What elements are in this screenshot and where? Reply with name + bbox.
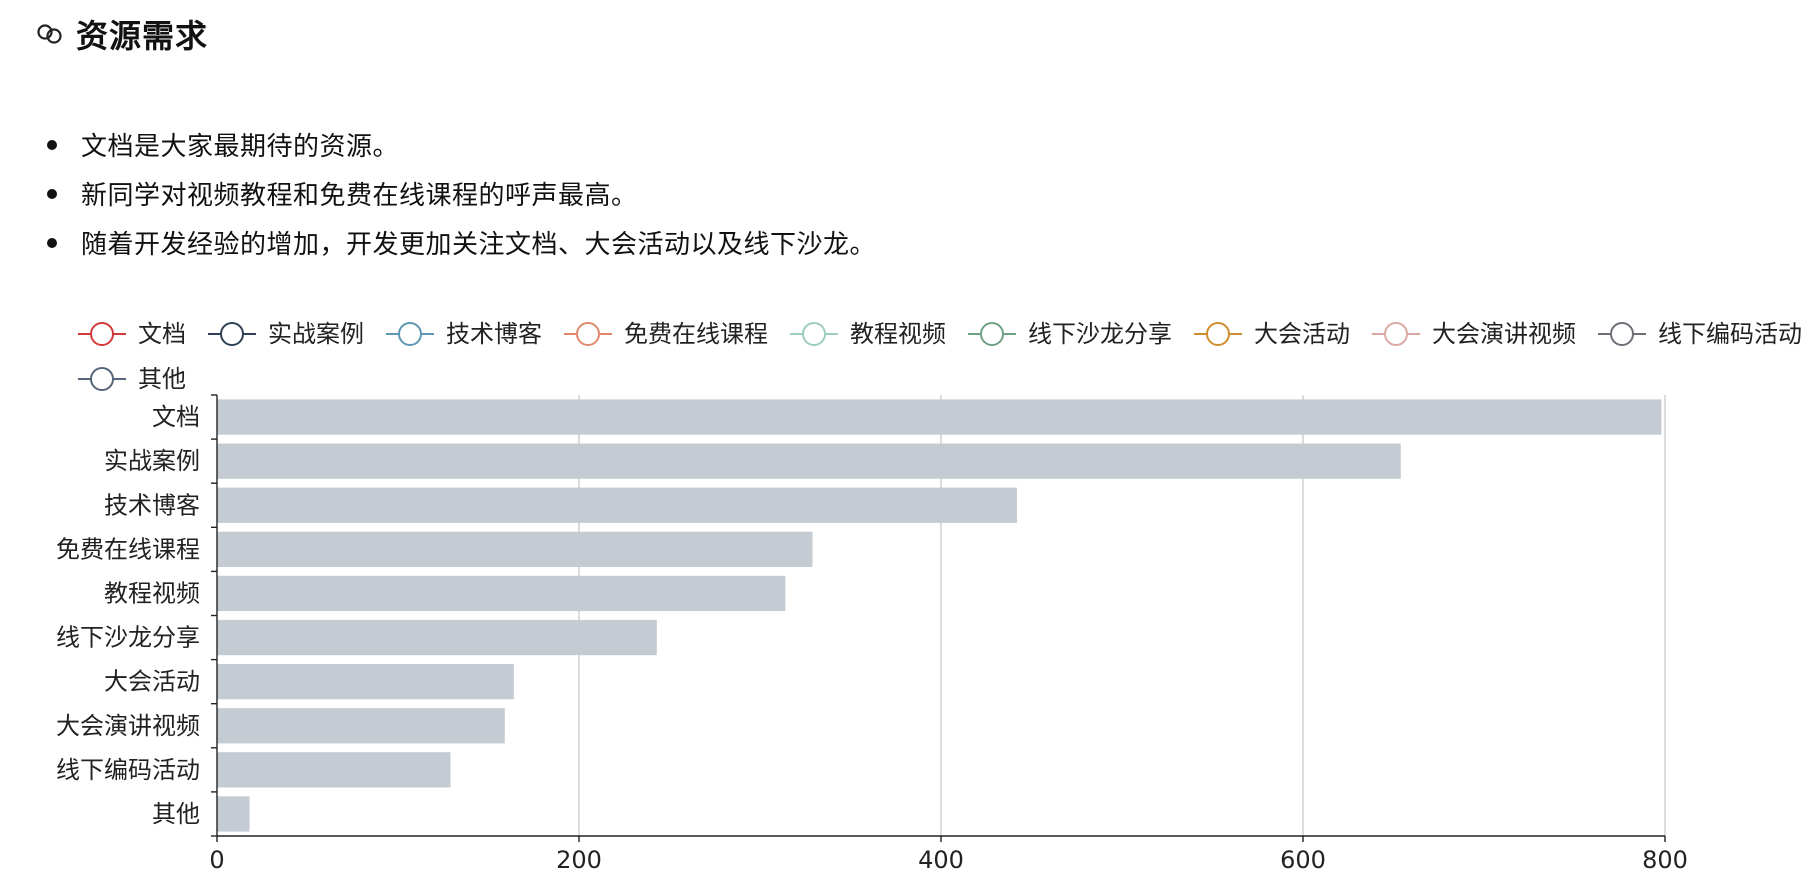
bar[interactable] [217, 619, 657, 656]
legend-marker [1384, 322, 1408, 346]
legend-label[interactable]: 大会活动 [1254, 320, 1350, 348]
y-tick-label: 免费在线课程 [56, 535, 200, 563]
legend-marker [90, 322, 114, 346]
legend-label[interactable]: 教程视频 [850, 320, 946, 348]
bullet-dot [47, 237, 57, 248]
legend-label[interactable]: 技术博客 [446, 320, 542, 348]
section-header: 资源需求 [36, 10, 208, 58]
summary-item: 文档是大家最期待的资源。 [0, 120, 876, 169]
legend-label[interactable]: 实战案例 [268, 320, 364, 348]
legend-marker [1206, 322, 1230, 346]
legend-marker [398, 322, 422, 346]
y-tick-label: 大会活动 [104, 668, 200, 696]
legend-marker [220, 322, 244, 346]
legend-marker [576, 322, 600, 346]
y-tick-label: 线下编码活动 [56, 756, 200, 784]
x-tick-label: 800 [1642, 846, 1688, 874]
summary-text: 新同学对视频教程和免费在线课程的呼声最高。 [81, 181, 638, 211]
summary-list: 文档是大家最期待的资源。 新同学对视频教程和免费在线课程的呼声最高。 随着开发经… [0, 120, 876, 267]
section-title: 资源需求 [76, 17, 209, 55]
bar[interactable] [217, 487, 1018, 523]
legend-label[interactable]: 线下编码活动 [1658, 320, 1802, 348]
bar[interactable] [217, 399, 1662, 435]
resource-demand-chart: 文档 实战案例 技术博客 免费在线课程 教程视频 线下沙龙分享 大会活动 大会演讲视频 线下编码… [0, 280, 1820, 878]
legend-marker [90, 367, 114, 391]
bar[interactable] [217, 664, 514, 700]
summary-item: 随着开发经验的增加，开发更加关注文档、大会活动以及线下沙龙。 [0, 218, 876, 267]
bar[interactable] [217, 708, 505, 744]
bullet-dot [47, 188, 57, 199]
legend-label[interactable]: 线下沙龙分享 [1028, 320, 1172, 348]
y-tick-label: 文档 [152, 403, 200, 431]
summary-item: 新同学对视频教程和免费在线课程的呼声最高。 [0, 169, 876, 218]
y-tick-label: 其他 [152, 800, 200, 828]
bar[interactable] [217, 796, 250, 832]
y-tick-label: 大会演讲视频 [56, 712, 200, 740]
y-tick-label: 技术博客 [104, 491, 200, 519]
y-tick-label: 线下沙龙分享 [56, 624, 200, 652]
x-tick-label: 400 [918, 846, 964, 874]
chart-svg: 文档实战案例技术博客免费在线课程教程视频线下沙龙分享大会活动大会演讲视频线下编码… [56, 320, 1802, 874]
legend-marker [980, 322, 1004, 346]
summary-text: 文档是大家最期待的资源。 [81, 132, 400, 162]
legend-label[interactable]: 其他 [138, 365, 186, 393]
legend-label[interactable]: 大会演讲视频 [1432, 320, 1576, 348]
bar[interactable] [217, 752, 451, 788]
bullet-dot [47, 139, 57, 150]
x-tick-label: 200 [556, 846, 602, 874]
bar[interactable] [217, 575, 786, 612]
legend-marker [802, 322, 826, 346]
y-tick-label: 实战案例 [104, 447, 200, 475]
y-tick-label: 教程视频 [104, 579, 200, 607]
bar[interactable] [217, 531, 813, 567]
summary-text: 随着开发经验的增加，开发更加关注文档、大会活动以及线下沙龙。 [81, 230, 877, 260]
legend-label[interactable]: 免费在线课程 [624, 320, 768, 348]
legend-label[interactable]: 文档 [138, 320, 186, 348]
legend-marker [1610, 322, 1634, 346]
x-tick-label: 600 [1280, 846, 1326, 874]
link-icon[interactable] [36, 23, 64, 45]
bar[interactable] [217, 443, 1401, 479]
x-tick-label: 0 [209, 846, 224, 874]
